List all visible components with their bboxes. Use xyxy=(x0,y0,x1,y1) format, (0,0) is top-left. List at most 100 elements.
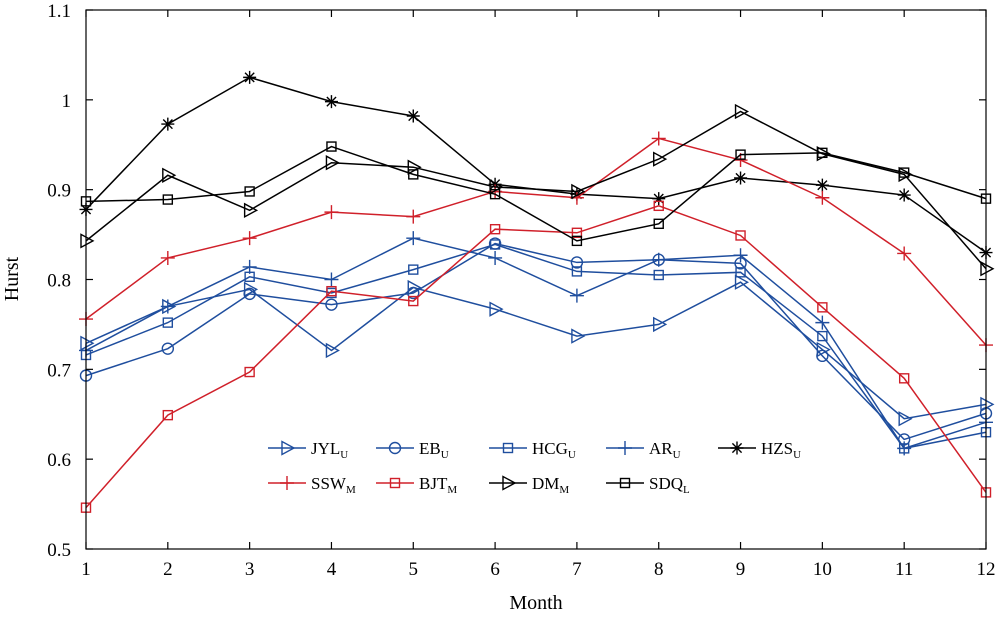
series-line-hzs xyxy=(85,76,987,254)
data-point-sdq-5 xyxy=(408,169,419,180)
data-point-jyl-9 xyxy=(734,274,750,290)
data-point-hzs-9 xyxy=(734,171,748,185)
data-point-ssw-10 xyxy=(815,190,830,205)
data-point-bjt-4 xyxy=(326,285,337,297)
data-point-ar-5 xyxy=(406,231,421,246)
data-point-jyl-1 xyxy=(80,335,95,351)
series-hcg xyxy=(80,239,992,454)
data-point-hcg-7 xyxy=(571,266,583,277)
data-point-ar-10 xyxy=(815,315,830,330)
series-bjt xyxy=(80,200,992,513)
data-point-sdq-2 xyxy=(162,194,174,205)
data-point-sdq-6 xyxy=(489,188,501,200)
series-dm xyxy=(80,103,995,277)
data-point-sdq-3 xyxy=(244,186,255,197)
legend-entry-dm: DMM xyxy=(489,474,569,496)
data-point-hzs-10 xyxy=(815,178,829,192)
data-point-ssw-3 xyxy=(242,231,257,246)
data-point-hcg-10 xyxy=(817,330,828,342)
series-line-dm xyxy=(85,110,987,270)
data-point-hzs-11 xyxy=(897,188,911,202)
x-tick-label-2: 2 xyxy=(163,559,173,580)
x-tick-label-12: 12 xyxy=(977,559,996,580)
legend-entry-bjt: BJTM xyxy=(376,474,457,496)
legend-marker-bjt xyxy=(389,477,401,489)
legend-entry-hcg: HCGU xyxy=(489,439,576,461)
legend-label-dm: DMM xyxy=(532,474,569,496)
legend-label-hzs: HZSU xyxy=(761,439,801,461)
data-point-hcg-6 xyxy=(489,239,501,250)
x-tick-label-6: 6 xyxy=(490,559,500,580)
data-point-jyl-11 xyxy=(898,411,913,427)
series-line-jyl xyxy=(85,281,987,420)
data-point-ssw-8 xyxy=(651,131,666,146)
data-point-jyl-3 xyxy=(243,281,259,298)
data-point-ssw-2 xyxy=(160,250,175,265)
data-point-eb-7 xyxy=(570,256,584,269)
plot-border xyxy=(85,9,987,550)
x-tick-label-4: 4 xyxy=(327,559,337,580)
series-sdq xyxy=(80,141,992,247)
x-tick-label-1: 1 xyxy=(81,559,91,580)
data-point-eb-5 xyxy=(407,286,420,300)
series-jyl xyxy=(80,274,995,427)
data-point-eb-3 xyxy=(243,287,256,301)
data-point-dm-4 xyxy=(325,155,340,171)
data-point-dm-12 xyxy=(980,261,995,277)
data-point-jyl-4 xyxy=(325,342,340,359)
data-point-eb-10 xyxy=(816,349,829,363)
x-tick-label-9: 9 xyxy=(736,559,746,580)
series-ar xyxy=(79,231,993,456)
data-point-hcg-9 xyxy=(735,267,746,278)
legend-label-hcg: HCGU xyxy=(532,439,576,461)
data-point-dm-8 xyxy=(653,151,668,167)
data-point-hcg-5 xyxy=(408,264,419,275)
data-point-ar-3 xyxy=(242,259,257,274)
data-point-hzs-6 xyxy=(488,177,502,191)
data-point-ar-9 xyxy=(733,248,748,263)
x-axis-title: Month xyxy=(509,592,562,613)
data-point-eb-4 xyxy=(325,298,338,311)
data-point-sdq-10 xyxy=(817,147,828,159)
data-point-hzs-4 xyxy=(324,95,338,109)
y-axis-title: Hurst xyxy=(1,256,23,301)
data-point-bjt-2 xyxy=(162,409,174,421)
legend-marker-ssw xyxy=(280,476,294,490)
y-tick-label-0.5: 0.5 xyxy=(47,540,71,561)
data-point-ar-11 xyxy=(897,441,912,456)
legend-label-sdq: SDQL xyxy=(649,474,690,496)
data-point-bjt-6 xyxy=(489,223,501,235)
series-eb xyxy=(79,237,993,446)
data-point-sdq-7 xyxy=(571,235,583,247)
data-point-ssw-4 xyxy=(324,205,339,220)
legend-marker-dm xyxy=(502,475,517,491)
series-line-bjt xyxy=(85,205,987,509)
data-point-jyl-5 xyxy=(407,279,422,296)
data-point-bjt-10 xyxy=(817,302,828,313)
data-point-hzs-5 xyxy=(406,109,420,123)
y-tick-label-0.7: 0.7 xyxy=(47,360,71,381)
legend-entry-ar: ARU xyxy=(606,439,681,461)
data-point-ar-7 xyxy=(569,288,584,303)
data-point-bjt-8 xyxy=(653,200,664,212)
data-point-ssw-11 xyxy=(897,246,912,261)
legend-marker-hzs xyxy=(730,441,744,455)
data-point-ar-6 xyxy=(488,250,503,265)
data-point-hcg-2 xyxy=(162,317,174,328)
legend-marker-jyl xyxy=(281,440,296,456)
legend-marker-eb xyxy=(388,441,402,455)
series-lines xyxy=(79,70,995,513)
x-tick-label-5: 5 xyxy=(409,559,419,580)
legend-entry-eb: EBU xyxy=(376,439,449,461)
legend-entry-jyl: JYLU xyxy=(268,439,348,461)
legend-entry-hzs: HZSU xyxy=(718,439,801,461)
series-line-eb xyxy=(85,242,987,441)
y-tick-label-0.9: 0.9 xyxy=(47,181,71,202)
legend: JYLU EBU HCGU ARU HZSU SSWM BJTM DMM SDQL xyxy=(268,439,801,496)
data-point-hzs-8 xyxy=(652,192,666,206)
data-point-hcg-8 xyxy=(653,269,664,281)
legend-label-eb: EBU xyxy=(419,439,449,461)
legend-label-bjt: BJTM xyxy=(419,474,457,496)
